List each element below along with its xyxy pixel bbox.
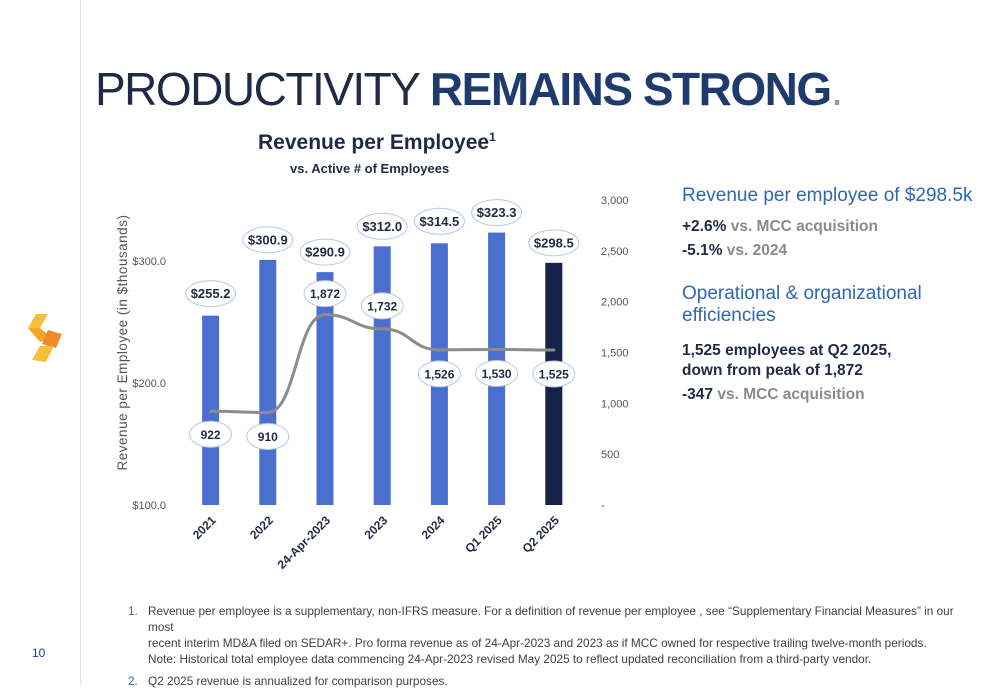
revenue-data-label: $255.2 [191,286,231,301]
footnote-2: 2. Q2 2025 revenue is annualized for com… [128,673,968,689]
revenue-data-label-bubble [528,229,580,257]
x-tick-label: 2021 [190,513,219,542]
stat-heading-efficiencies: Operational & organizational efficiencie… [682,283,922,326]
title-bold: REMAINS STRONG [429,63,832,115]
y-tick-label: $200.0 [132,378,166,390]
chart-title: Revenue per Employee1 [258,130,496,155]
page-number: 10 [32,646,46,660]
employee-data-label-bubble [303,280,347,308]
y2-tick-label: 2,000 [601,297,629,309]
employee-data-label: 1,530 [482,367,512,381]
employee-data-label: 922 [201,428,221,442]
footnote-line: Note: Historical total employee data com… [148,652,872,666]
x-tick-label: 24-Apr-2023 [275,513,334,572]
employee-data-label-bubble [360,292,404,320]
stat-line-vs-2024: -5.1% vs. 2024 [682,241,982,261]
stat-employees-line2: down from peak of 1,872 [682,362,863,379]
stat-value: -5.1% [682,242,723,259]
y2-tick-label: 1,500 [601,348,629,360]
chart-subtitle: vs. Active # of Employees [290,161,450,176]
revenue-data-label: $312.0 [362,219,402,234]
revenue-data-label: $290.9 [305,245,345,260]
footnote-number: 1. [128,604,138,618]
revenue-data-label: $298.5 [534,235,574,250]
x-tick-label: 2023 [362,513,391,542]
stat-line-employees-vs-mcc: -347 vs. MCC acquisition [682,385,982,405]
employee-data-label-bubble [189,420,233,448]
x-tick-label: 2022 [247,513,276,542]
revenue-data-label-bubble [471,199,523,227]
revenue-data-label: $300.9 [248,232,288,247]
y2-tick-label: 1,000 [601,398,629,410]
chart-title-footnote-ref: 1 [489,130,496,144]
revenue-data-label-bubble [299,238,351,266]
employee-data-label: 1,525 [539,367,569,381]
y-axis-title: Revenue per Employee (in $thousands) [115,215,130,471]
footnote-1: 1. Revenue per employee is a supplementa… [128,603,968,667]
y2-tick-label: 2,500 [601,246,629,258]
chart-title-text: Revenue per Employee [258,131,490,154]
stat-employees-line1: 1,525 employees at Q2 2025, [682,342,892,359]
employee-data-label: 1,526 [424,367,454,381]
title-dot: . [830,63,844,115]
bar [316,272,334,505]
employee-data-label: 1,732 [367,299,397,313]
footnote-line: Revenue per employee is a supplementary,… [148,604,954,634]
footnotes: 1. Revenue per employee is a supplementa… [128,603,968,695]
stat-value: -347 [682,386,714,403]
y-tick-label: $300.0 [132,256,166,268]
x-tick-label: 2024 [419,513,448,542]
revenue-employee-chart: Revenue per Employee (in $thousands) $100… [115,195,629,572]
employee-series-line [209,313,556,414]
revenue-data-label-bubble [185,280,237,308]
left-divider [80,0,81,685]
bar [259,259,277,505]
stat-text: vs. MCC acquisition [713,386,865,403]
revenue-data-label-bubble [413,207,465,235]
stat-text: vs. MCC acquisition [726,218,878,235]
revenue-data-label-bubble [356,212,408,240]
page-title: PRODUCTIVITY REMAINS STRONG. [95,62,844,116]
stats-panel: Revenue per employee of $298.5k +2.6% vs… [682,185,982,405]
employee-data-label-bubble [246,422,290,450]
revenue-data-label: $314.5 [420,214,460,229]
y2-tick-label: 3,000 [601,195,629,207]
stat-text: vs. 2024 [722,242,788,259]
x-tick-label: Q1 2025 [462,513,505,556]
revenue-data-label: $323.3 [477,205,517,220]
footnote-line: Q2 2025 revenue is annualized for compar… [148,674,448,688]
y2-tick-label: 500 [601,449,619,461]
company-logo-icon [28,314,62,362]
title-light: PRODUCTIVITY [95,63,430,115]
revenue-data-label-bubble [242,226,294,254]
employee-data-label-bubble [417,360,461,388]
stat-line-vs-mcc: +2.6% vs. MCC acquisition [682,217,982,237]
stat-value: +2.6% [682,218,727,235]
y-tick-label: $100.0 [132,500,166,512]
footnote-number: 2. [128,674,138,688]
x-tick-label: Q2 2025 [519,513,562,556]
bar [373,246,391,506]
stat-heading-revenue: Revenue per employee of $298.5k [682,185,973,206]
employee-data-label-bubble [475,359,519,387]
footnote-line: recent interim MD&A filed on SEDAR+. Pro… [148,636,927,650]
employee-data-label-bubble [532,360,576,388]
y2-tick-label: - [601,500,605,512]
employee-data-label: 910 [258,430,278,444]
employee-data-label: 1,872 [310,287,340,301]
